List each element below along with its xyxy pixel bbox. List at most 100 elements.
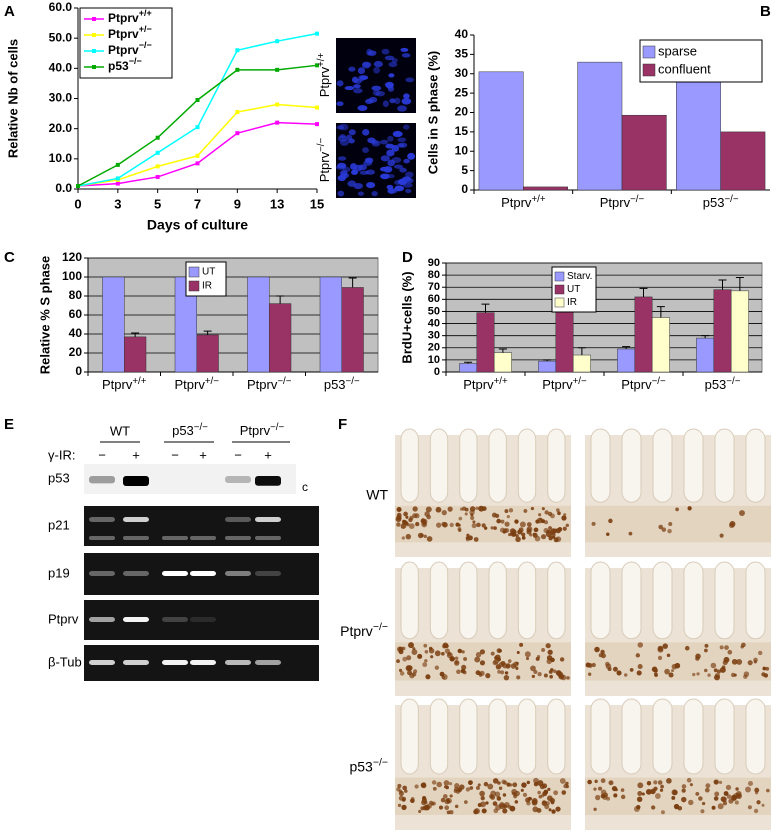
gel-band bbox=[190, 617, 216, 622]
stained-nucleus bbox=[440, 651, 445, 656]
gel-band bbox=[89, 617, 115, 622]
stained-nucleus bbox=[451, 656, 455, 661]
villus bbox=[400, 698, 419, 775]
stained-nucleus bbox=[704, 643, 709, 648]
error-bar bbox=[718, 279, 727, 290]
gel-band bbox=[89, 536, 115, 540]
group-label: Ptprv−/− bbox=[240, 422, 285, 439]
legend-swatch bbox=[642, 45, 656, 59]
stained-nucleus bbox=[469, 509, 475, 516]
stained-nucleus bbox=[397, 803, 402, 808]
gel-band bbox=[225, 536, 251, 540]
stained-nucleus bbox=[535, 519, 540, 524]
villus bbox=[429, 698, 449, 775]
point-marker bbox=[155, 174, 160, 179]
stained-nucleus bbox=[424, 649, 429, 654]
stained-nucleus bbox=[457, 648, 463, 654]
stained-nucleus bbox=[532, 806, 539, 813]
nucleus bbox=[340, 173, 350, 179]
stained-nucleus bbox=[696, 672, 700, 676]
bar bbox=[459, 363, 478, 373]
stained-nucleus bbox=[671, 663, 678, 670]
villus bbox=[547, 428, 566, 503]
villus bbox=[517, 698, 537, 775]
stained-nucleus bbox=[496, 518, 501, 524]
stained-nucleus bbox=[531, 799, 538, 806]
stained-nucleus bbox=[399, 671, 405, 676]
stained-nucleus bbox=[537, 672, 542, 677]
stained-nucleus bbox=[510, 663, 517, 669]
stained-nucleus bbox=[524, 651, 531, 658]
stained-nucleus bbox=[667, 528, 672, 534]
stained-nucleus bbox=[459, 784, 465, 790]
stained-nucleus bbox=[531, 674, 536, 679]
nucleus bbox=[387, 188, 396, 194]
nucleus bbox=[387, 135, 394, 142]
stained-nucleus bbox=[490, 795, 496, 800]
bar bbox=[621, 114, 667, 191]
stained-nucleus bbox=[514, 800, 519, 804]
stained-nucleus bbox=[492, 660, 498, 666]
x-tick-label: p53−/− bbox=[324, 376, 360, 393]
villus bbox=[745, 428, 766, 503]
stained-nucleus bbox=[472, 520, 476, 524]
panel-letter: B bbox=[760, 3, 771, 20]
nucleus bbox=[363, 160, 373, 166]
gel-band bbox=[225, 476, 251, 483]
stained-nucleus bbox=[458, 528, 462, 533]
stained-nucleus bbox=[637, 791, 643, 797]
point-marker bbox=[315, 122, 319, 127]
villus bbox=[652, 698, 673, 775]
stained-nucleus bbox=[731, 658, 738, 665]
stained-nucleus bbox=[480, 795, 485, 801]
stained-nucleus bbox=[503, 780, 508, 785]
villus bbox=[652, 428, 673, 503]
nucleus bbox=[342, 166, 351, 173]
stained-nucleus bbox=[547, 529, 551, 533]
row-label: p19 bbox=[48, 565, 70, 580]
row-label: WT bbox=[366, 487, 388, 503]
stained-nucleus bbox=[565, 523, 569, 528]
stained-nucleus bbox=[633, 806, 640, 812]
gel-band bbox=[225, 517, 251, 522]
nucleus bbox=[385, 81, 394, 89]
stained-nucleus bbox=[490, 651, 495, 656]
nucleus bbox=[348, 129, 356, 136]
stained-nucleus bbox=[527, 796, 532, 801]
panel-letter: A bbox=[4, 3, 15, 20]
stained-nucleus bbox=[600, 778, 606, 784]
nucleus bbox=[391, 156, 402, 164]
gel-band bbox=[190, 571, 216, 576]
villus bbox=[590, 698, 611, 775]
stained-nucleus bbox=[424, 659, 428, 663]
stained-nucleus bbox=[563, 513, 567, 517]
nucleus bbox=[401, 53, 411, 58]
legend-label: Ptprv−/− bbox=[108, 40, 152, 57]
stained-nucleus bbox=[557, 671, 564, 678]
stained-nucleus bbox=[404, 789, 408, 793]
x-tick-label: 13 bbox=[270, 196, 284, 211]
stained-nucleus bbox=[637, 642, 644, 648]
bar bbox=[696, 337, 715, 373]
y-tick-label: 60.0 bbox=[49, 0, 73, 14]
x-tick-label: Ptprv+/− bbox=[175, 376, 220, 393]
legend-swatch bbox=[188, 266, 200, 278]
stained-nucleus bbox=[401, 646, 406, 651]
stained-nucleus bbox=[551, 809, 556, 814]
y-tick-label: 120 bbox=[62, 250, 82, 264]
stained-nucleus bbox=[441, 675, 446, 680]
stained-nucleus bbox=[598, 653, 603, 658]
stained-nucleus bbox=[565, 784, 570, 789]
gel-band bbox=[225, 571, 251, 576]
stained-nucleus bbox=[411, 649, 418, 655]
gel-band bbox=[255, 536, 281, 540]
y-tick-label: 10.0 bbox=[49, 151, 73, 165]
stained-nucleus bbox=[490, 526, 494, 530]
error-bar bbox=[481, 303, 490, 313]
stained-nucleus bbox=[594, 779, 598, 784]
stained-nucleus bbox=[704, 787, 710, 793]
y-tick-label: 35 bbox=[455, 47, 469, 61]
stained-nucleus bbox=[445, 785, 449, 790]
error-bar bbox=[203, 330, 212, 335]
